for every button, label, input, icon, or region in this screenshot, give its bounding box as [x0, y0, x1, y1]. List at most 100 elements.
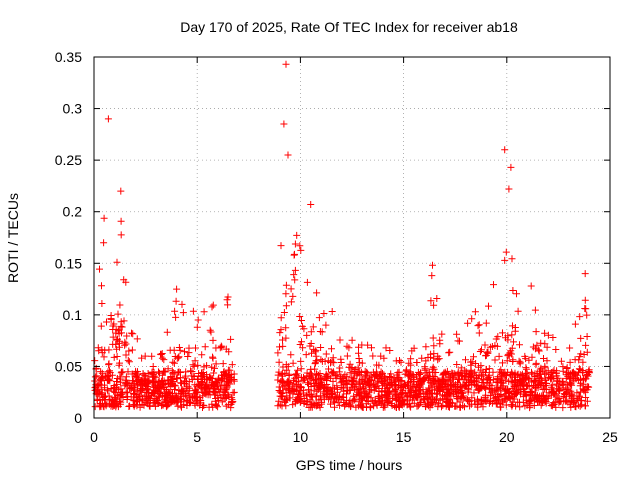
data-point [187, 367, 194, 375]
data-point [374, 379, 382, 387]
data-point [495, 393, 503, 400]
x-tick-label: 15 [396, 429, 412, 445]
data-point [171, 353, 179, 360]
data-point [504, 332, 512, 340]
data-point [465, 381, 473, 389]
data-point [98, 346, 106, 354]
data-point [137, 377, 145, 385]
data-point [458, 388, 466, 396]
data-point [335, 368, 343, 376]
data-point [482, 352, 489, 360]
data-point [109, 401, 117, 409]
data-point [430, 342, 438, 350]
data-point [282, 281, 290, 289]
data-point [188, 368, 196, 375]
data-point [420, 395, 428, 403]
data-point [462, 356, 469, 364]
data-point [209, 353, 216, 361]
data-point [324, 373, 332, 380]
data-point [579, 358, 587, 366]
data-point [114, 310, 122, 318]
data-point [141, 352, 149, 360]
data-point [309, 323, 317, 331]
data-point [91, 373, 99, 381]
data-point [151, 378, 159, 385]
data-point [528, 368, 535, 376]
data-point [118, 368, 126, 376]
data-point [96, 265, 103, 273]
data-point [282, 402, 290, 410]
x-tick-label: 5 [193, 429, 201, 445]
data-point [577, 334, 585, 342]
data-point [433, 390, 441, 398]
data-point [582, 305, 590, 313]
data-point [201, 343, 209, 351]
data-point [356, 359, 364, 367]
data-point [371, 397, 379, 405]
data-point [386, 378, 394, 386]
data-point [322, 321, 330, 329]
data-point [508, 255, 516, 263]
data-point [192, 344, 199, 352]
data-point [441, 392, 449, 400]
data-point [508, 378, 516, 386]
data-point [105, 392, 113, 400]
data-point [97, 368, 105, 376]
data-point [281, 398, 289, 406]
data-point [307, 201, 315, 208]
data-point [194, 316, 202, 324]
data-point [289, 359, 297, 367]
data-point [121, 338, 129, 346]
data-point [495, 396, 502, 404]
data-point [122, 373, 130, 381]
data-point [527, 389, 534, 397]
data-point [494, 333, 502, 341]
data-point [470, 353, 477, 361]
data-point [220, 368, 228, 376]
data-point [127, 385, 135, 393]
data-point [507, 163, 515, 171]
data-point [117, 231, 125, 239]
data-point [156, 388, 164, 396]
data-point [452, 383, 460, 391]
data-point [277, 242, 285, 250]
data-point [198, 351, 206, 359]
data-point [277, 326, 285, 334]
data-point [475, 329, 483, 337]
data-point [203, 383, 211, 391]
data-point [355, 367, 363, 375]
data-point [307, 401, 315, 409]
data-point [563, 385, 571, 393]
data-point [563, 389, 571, 397]
data-point [296, 398, 304, 406]
data-point [377, 352, 385, 360]
data-point [532, 383, 540, 391]
data-point [527, 282, 535, 290]
data-point [559, 367, 567, 375]
y-tick-label: 0 [74, 410, 82, 426]
data-point [206, 373, 213, 381]
data-point [98, 300, 106, 307]
data-point [169, 358, 177, 366]
data-point [318, 328, 326, 336]
data-point [565, 370, 573, 378]
data-point [511, 324, 519, 331]
data-point [122, 340, 130, 348]
data-point [454, 368, 462, 376]
data-point [91, 377, 99, 385]
data-point [465, 373, 473, 381]
data-point [123, 396, 131, 403]
data-point [483, 348, 491, 356]
data-point [160, 377, 168, 385]
data-point [482, 365, 490, 373]
data-point [274, 376, 282, 384]
data-point [227, 400, 235, 408]
data-point [453, 330, 461, 338]
data-point [104, 115, 112, 123]
data-point [439, 374, 447, 382]
data-point [542, 395, 550, 403]
data-point [502, 248, 510, 256]
data-point [210, 369, 218, 377]
data-point [282, 302, 290, 310]
data-point [353, 372, 361, 380]
